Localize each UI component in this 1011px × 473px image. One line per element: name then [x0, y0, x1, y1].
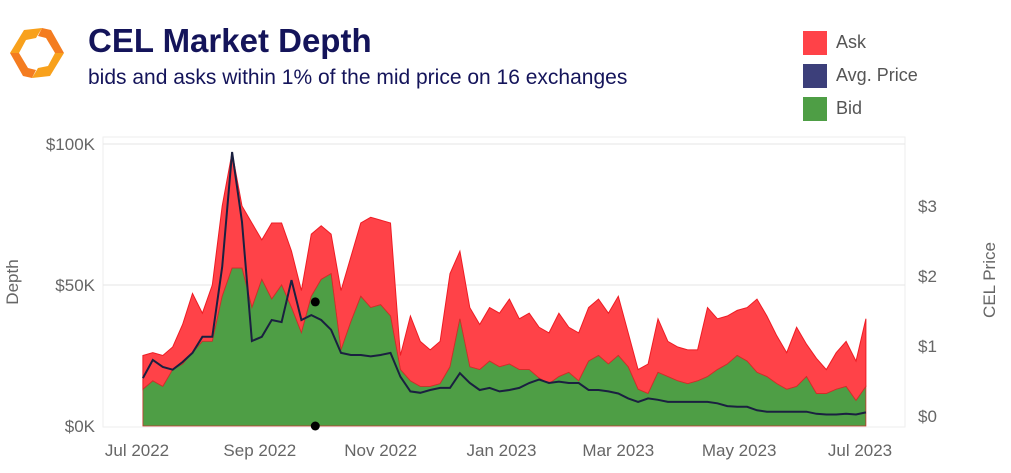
legend-label: Avg. Price: [836, 65, 918, 85]
legend-swatch-ask: [803, 30, 827, 55]
x-tick-label: Jul 2023: [828, 441, 892, 460]
legend-swatch-price: [803, 63, 827, 88]
y-tick-label: $0K: [65, 417, 96, 436]
y2-tick-label: $1: [918, 337, 937, 356]
bid-area: [142, 267, 867, 427]
chart-subtitle: bids and asks within 1% of the mid price…: [88, 66, 628, 89]
y2-tick-label: $0: [918, 407, 937, 426]
x-tick-label: May 2023: [702, 441, 777, 460]
legend-item-price[interactable]: Avg. Price: [803, 59, 918, 92]
legend-label: Bid: [836, 98, 863, 118]
legend-item-ask[interactable]: Ask: [803, 26, 918, 59]
x-tick-label: Jul 2022: [105, 441, 169, 460]
legend-swatch-bid: [803, 96, 827, 121]
event-marker: [310, 297, 320, 307]
y2-tick-label: $2: [918, 267, 937, 286]
logo-icon: [6, 24, 68, 82]
y-tick-label: $50K: [55, 276, 95, 295]
y-axis-title: Depth: [3, 259, 22, 304]
avg-price-line: [142, 151, 867, 416]
x-tick-label: Nov 2022: [344, 441, 417, 460]
event-marker: [310, 421, 320, 431]
y2-tick-label: $3: [918, 197, 937, 216]
x-tick-label: Mar 2023: [582, 441, 654, 460]
legend-item-bid[interactable]: Bid: [803, 92, 918, 125]
chart-title: CEL Market Depth: [88, 22, 372, 59]
legend-label: Ask: [836, 32, 867, 52]
y-tick-label: $100K: [46, 135, 96, 154]
legend: Ask Avg. Price Bid: [803, 26, 918, 125]
plot-frame: [102, 136, 906, 428]
x-tick-label: Jan 2023: [466, 441, 536, 460]
y2-axis-title: CEL Price: [980, 242, 999, 318]
x-tick-label: Sep 2022: [223, 441, 296, 460]
